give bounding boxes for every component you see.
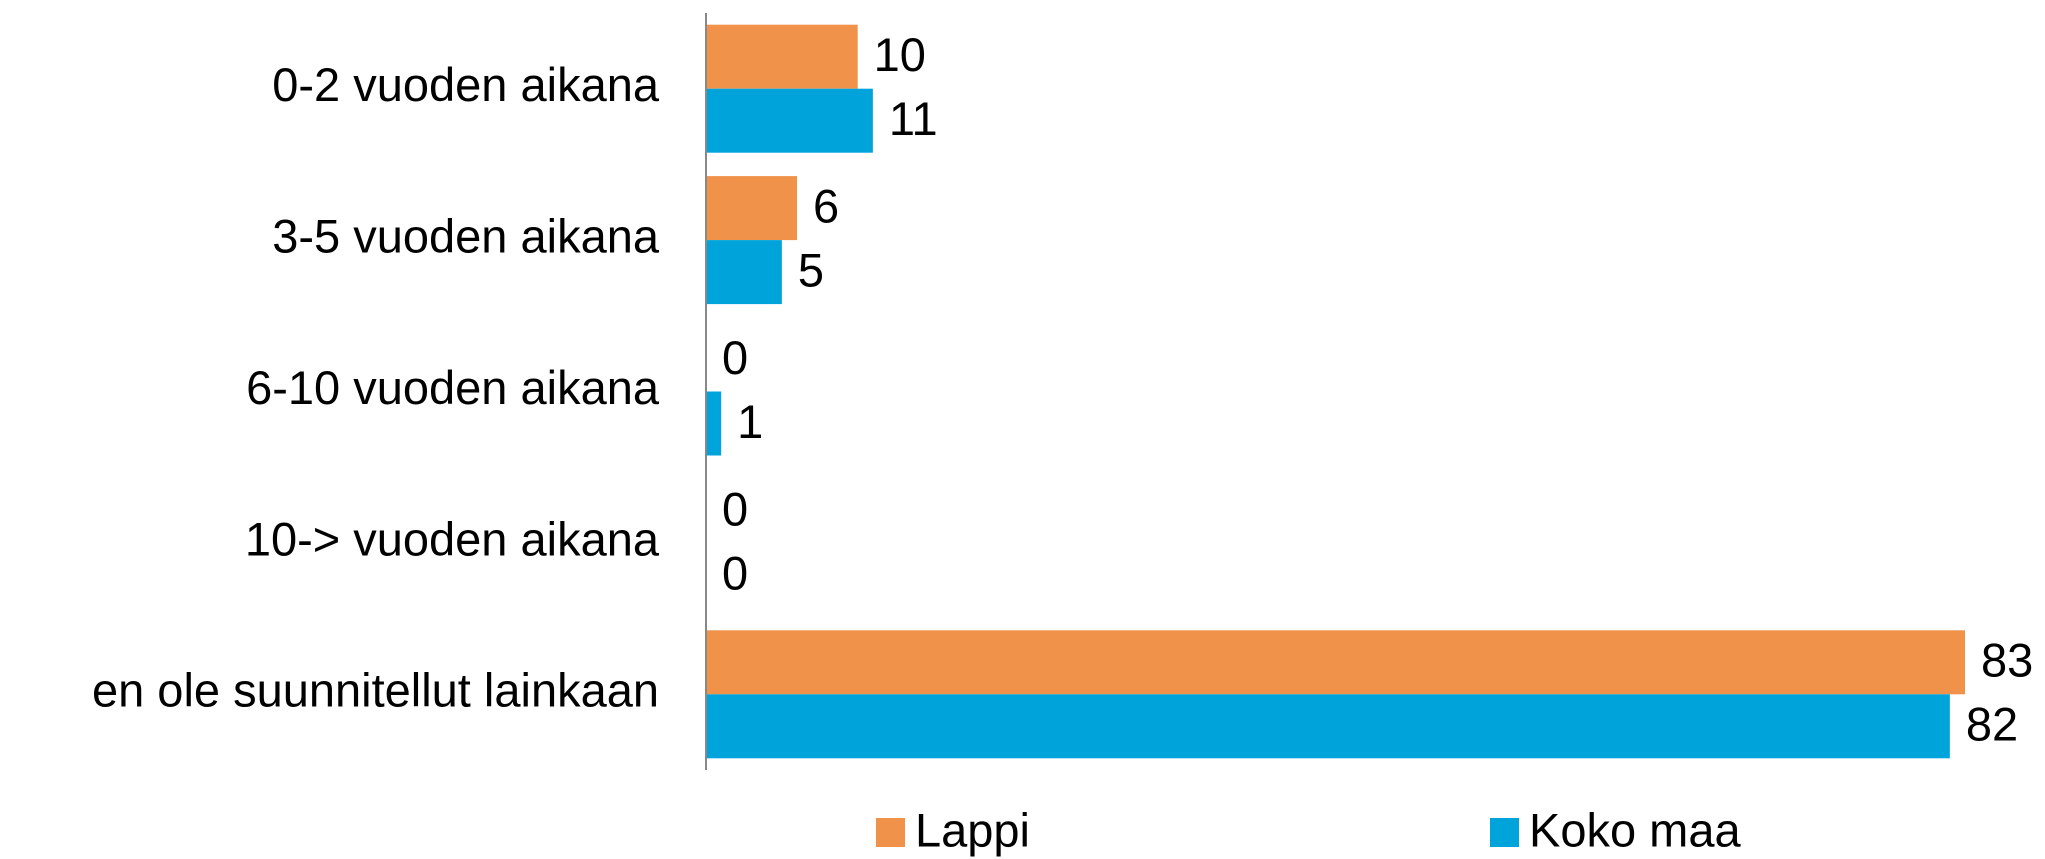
data-label: 5 [798,244,824,297]
bar [706,176,798,241]
bar [706,88,873,153]
category-label: en ole suunnitellut lainkaan [92,664,659,717]
legend-swatch [876,818,905,847]
category-label: 10-> vuoden aikana [245,512,660,565]
bar [706,391,722,456]
data-label: 0 [722,546,748,599]
legend-label: Lappi [915,803,1030,856]
bar [706,24,858,89]
category-label: 3-5 vuoden aikana [272,210,660,263]
legend-swatch [1490,818,1519,847]
bar [706,694,1950,759]
data-label: 83 [1981,634,2033,687]
data-label: 1 [737,395,763,448]
bar [706,630,1965,695]
data-label: 0 [722,482,748,535]
legend-label: Koko maa [1529,803,1741,856]
data-label: 0 [722,331,748,384]
data-label: 82 [1966,698,2018,751]
data-label: 11 [889,92,938,145]
bar [706,240,782,305]
data-label: 10 [874,28,926,81]
category-label: 0-2 vuoden aikana [272,58,660,111]
data-label: 6 [813,180,839,233]
category-label: 6-10 vuoden aikana [246,361,660,414]
